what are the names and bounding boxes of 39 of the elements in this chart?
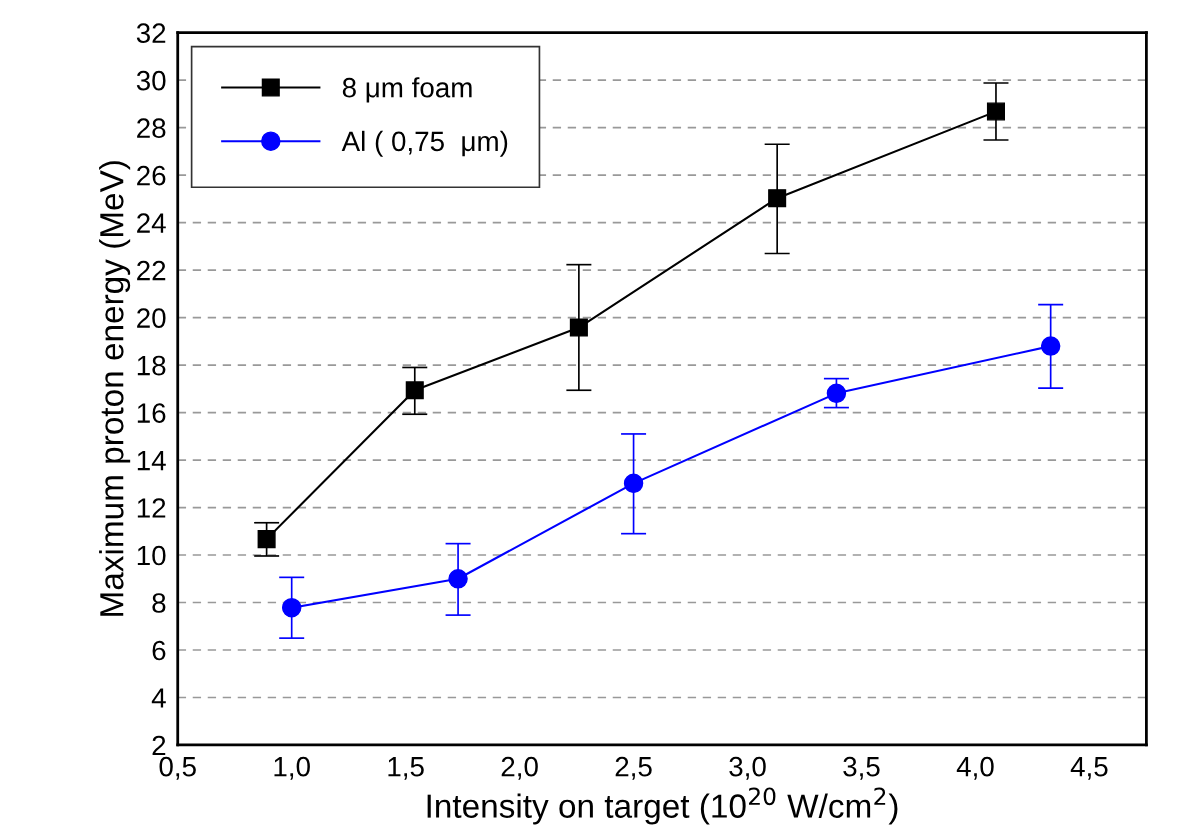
y-tick-label: 32 bbox=[136, 23, 166, 44]
y-tick-label: 8 bbox=[152, 593, 166, 613]
x-tick-label: 2,0 bbox=[501, 756, 538, 780]
y-tick-label: 20 bbox=[137, 308, 166, 328]
y-tick-label: 6 bbox=[152, 640, 166, 661]
x-tick-label: 3,0 bbox=[729, 756, 766, 780]
y-axis-title: Maximum proton energy (MeV) bbox=[99, 161, 131, 616]
y-tick-label: 28 bbox=[137, 118, 166, 138]
y-tick-label: 10 bbox=[137, 545, 166, 566]
point bbox=[826, 383, 847, 404]
point bbox=[405, 381, 424, 400]
y-tick-label: 26 bbox=[137, 165, 166, 186]
y-tick-label: 22 bbox=[137, 260, 166, 281]
legend-label: 8 μm foam bbox=[342, 77, 472, 103]
y-tick-label: 18 bbox=[137, 355, 166, 376]
y-tick-label: 24 bbox=[137, 213, 166, 233]
point bbox=[986, 102, 1005, 121]
x-tick-label: 1,0 bbox=[274, 756, 310, 780]
y-tick-label: 2 bbox=[152, 735, 166, 756]
x-tick-label: 4,5 bbox=[1070, 757, 1108, 780]
point bbox=[281, 598, 302, 618]
point bbox=[1040, 336, 1061, 356]
legend-label: Al ( 0,75 μm) bbox=[341, 130, 508, 157]
y-tick-label: 14 bbox=[137, 451, 166, 471]
x-tick-label: 0,5 bbox=[159, 756, 196, 780]
point bbox=[768, 189, 787, 208]
point bbox=[569, 318, 588, 337]
y-tick-label: 16 bbox=[137, 403, 166, 423]
x-tick-label: 3,5 bbox=[843, 756, 880, 780]
y-tick-label: 4 bbox=[151, 688, 166, 708]
x-tick-label: 1,5 bbox=[388, 757, 424, 780]
point bbox=[448, 569, 468, 589]
point bbox=[623, 473, 644, 494]
x-tick-label: 4,0 bbox=[956, 756, 994, 780]
x-tick-label: 2,5 bbox=[615, 756, 652, 780]
point bbox=[257, 530, 276, 549]
y-tick-label: 30 bbox=[136, 70, 166, 91]
x-axis-title: Intensity on target (10$^{20}$ W/cm$^{2}$) bbox=[427, 787, 898, 825]
y-tick-label: 12 bbox=[137, 498, 166, 518]
